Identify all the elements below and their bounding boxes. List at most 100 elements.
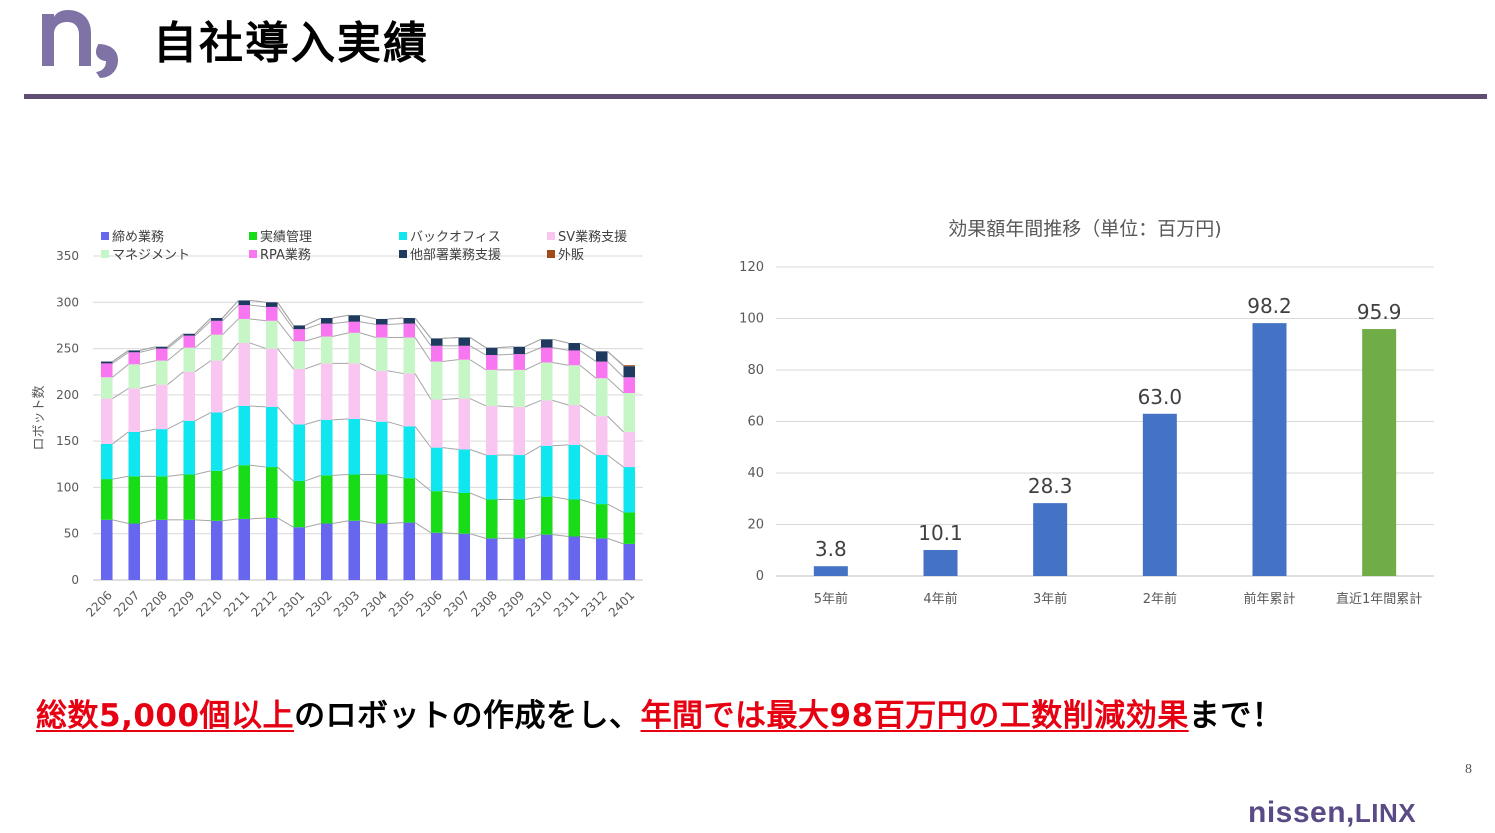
bar-segment xyxy=(238,318,251,344)
bar-segment xyxy=(210,360,223,413)
legend-label: 締め業務 xyxy=(112,229,164,245)
bar-segment xyxy=(320,323,333,337)
x-tick-label: 前年累計 xyxy=(1243,591,1295,607)
legend-swatch xyxy=(399,232,407,240)
series-line xyxy=(552,338,569,344)
bar-segment xyxy=(128,352,141,365)
data-label: 28.3 xyxy=(1028,474,1073,498)
series-line xyxy=(304,317,322,326)
x-tick-label: 5年前 xyxy=(814,591,848,607)
bar-segment xyxy=(430,361,443,400)
y-axis-title: ロボット数 xyxy=(32,385,47,450)
series-line xyxy=(524,362,542,371)
series-line xyxy=(414,373,432,400)
series-line xyxy=(194,412,212,422)
series-line xyxy=(414,317,432,339)
y-tick-label: 40 xyxy=(747,466,764,481)
series-line xyxy=(497,346,514,349)
bar-segment xyxy=(403,373,416,427)
series-line xyxy=(579,444,597,456)
x-tick-label: 2312 xyxy=(578,588,609,619)
bar-segment xyxy=(293,480,306,528)
series-line xyxy=(249,304,267,308)
bar-segment xyxy=(210,470,223,521)
nissen-logo-icon xyxy=(42,10,118,78)
legend-swatch xyxy=(399,250,407,258)
bar-segment xyxy=(513,369,526,407)
bar-segment xyxy=(128,431,141,477)
series-line xyxy=(249,342,267,350)
legend-swatch xyxy=(249,232,257,240)
bar-segment xyxy=(155,384,168,430)
series-line xyxy=(249,517,267,520)
series-line xyxy=(277,302,294,326)
series-line xyxy=(194,334,212,349)
bar-segment xyxy=(458,449,471,493)
bar-segment xyxy=(568,343,581,351)
bar-segment xyxy=(595,538,608,580)
robot-count-stacked-bar-chart: 0501001502002503003502206220722082209221… xyxy=(32,229,643,620)
bar-segment xyxy=(458,359,471,399)
series-line xyxy=(112,431,129,445)
bar-segment xyxy=(155,346,168,349)
bar-segment xyxy=(458,345,471,360)
series-line xyxy=(607,377,624,394)
bar-segment xyxy=(100,361,113,364)
series-line xyxy=(222,464,239,472)
legend-swatch xyxy=(249,250,257,258)
series-line xyxy=(552,496,569,500)
series-line xyxy=(359,520,377,525)
bar-segment xyxy=(458,492,471,534)
bar-segment xyxy=(348,321,361,333)
bar-segment xyxy=(375,421,388,475)
bar-segment xyxy=(238,405,251,466)
series-line xyxy=(112,519,129,525)
y-tick-label: 60 xyxy=(747,415,764,430)
y-tick-label: 250 xyxy=(56,342,79,356)
bar xyxy=(1252,323,1287,576)
series-line xyxy=(579,404,597,417)
bar-segment xyxy=(293,325,306,330)
series-line xyxy=(607,415,624,433)
series-line xyxy=(497,405,514,408)
series-line xyxy=(387,323,404,326)
bar-segment xyxy=(293,424,306,481)
tagline-highlight-effect: 年間では最大98百万円の工数削減効果 xyxy=(640,698,1189,734)
bar-segment xyxy=(485,347,498,356)
page-number: 8 xyxy=(1465,762,1472,777)
bar-segment xyxy=(348,418,361,475)
bar-segment xyxy=(100,519,113,580)
series-line xyxy=(332,418,349,421)
series-line xyxy=(139,360,157,365)
legend-label: 実績管理 xyxy=(260,229,312,245)
series-line xyxy=(304,419,322,425)
legend-label: RPA業務 xyxy=(260,247,311,263)
bar-segment xyxy=(320,336,333,364)
y-tick-label: 120 xyxy=(739,260,764,275)
bar xyxy=(1033,503,1068,576)
y-tick-label: 20 xyxy=(747,518,764,533)
bar-segment xyxy=(540,362,553,401)
legend-label: マネジメント xyxy=(112,248,190,263)
bar-segment xyxy=(128,364,141,389)
bar-segment xyxy=(623,467,636,513)
bar-segment xyxy=(403,318,416,324)
series-line xyxy=(304,523,322,528)
bar-segment xyxy=(485,455,498,500)
bar-segment xyxy=(403,323,416,338)
bar-segment xyxy=(128,476,141,524)
x-tick-label: 2305 xyxy=(386,588,417,619)
series-line xyxy=(277,348,294,370)
bar-segment xyxy=(100,479,113,520)
series-line xyxy=(524,338,542,348)
bar-segment xyxy=(265,320,278,349)
series-line xyxy=(469,398,487,407)
series-line xyxy=(332,332,349,338)
series-line xyxy=(442,359,459,363)
data-label: 3.8 xyxy=(815,537,847,561)
series-line xyxy=(579,364,597,379)
series-line xyxy=(414,426,432,448)
bar-segment xyxy=(430,491,443,533)
legend-swatch xyxy=(547,250,555,258)
bar-segment xyxy=(595,416,608,456)
